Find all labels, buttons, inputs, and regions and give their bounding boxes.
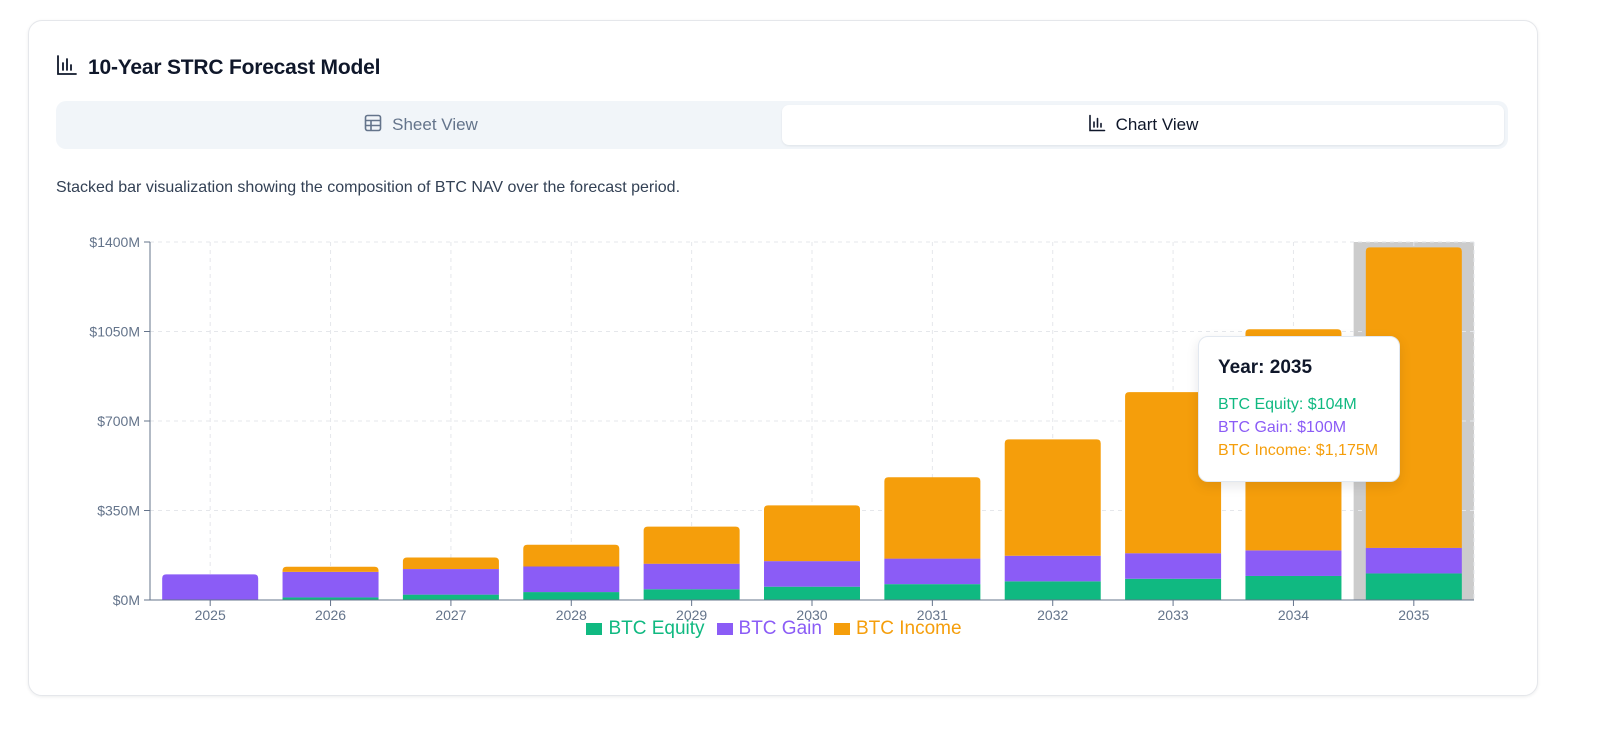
table-icon xyxy=(364,114,382,137)
x-tick-label: 2034 xyxy=(1278,607,1309,623)
card-header: 10-Year STRC Forecast Model xyxy=(56,54,380,81)
x-tick-label: 2026 xyxy=(315,607,346,623)
tab-chart-view-label: Chart View xyxy=(1115,115,1199,134)
bar-btc-equity-2033[interactable] xyxy=(1125,578,1222,600)
bar-btc-equity-2035[interactable] xyxy=(1365,573,1462,600)
bar-btc-income-2028[interactable] xyxy=(523,544,620,567)
legend-label: BTC Income xyxy=(855,618,962,639)
tab-sheet-view-label: Sheet View xyxy=(392,115,478,134)
bar-btc-income-2033[interactable] xyxy=(1125,392,1222,554)
x-tick-label: 2033 xyxy=(1158,607,1189,623)
tooltip-line-income: BTC Income: $1,175M xyxy=(1218,442,1379,459)
x-tick-label: 2035 xyxy=(1398,607,1429,623)
bar-btc-equity-2027[interactable] xyxy=(402,594,499,600)
tab-sheet-view[interactable]: Sheet View xyxy=(60,105,782,145)
bar-btc-income-2026[interactable] xyxy=(282,566,379,572)
x-tick-label: 2030 xyxy=(796,607,827,623)
bar-btc-gain-2034[interactable] xyxy=(1245,550,1342,576)
bar-btc-equity-2034[interactable] xyxy=(1245,575,1342,600)
bar-btc-gain-2032[interactable] xyxy=(1004,555,1101,582)
bar-btc-equity-2030[interactable] xyxy=(764,586,860,600)
tooltip-line-gain: BTC Gain: $100M xyxy=(1218,419,1347,436)
bar-btc-gain-2030[interactable] xyxy=(764,561,860,587)
bar-btc-equity-2028[interactable] xyxy=(523,592,620,600)
bar-btc-income-2027[interactable] xyxy=(402,557,499,570)
legend-swatch xyxy=(716,623,733,635)
y-tick-label: $1400M xyxy=(89,234,140,250)
bar-btc-equity-2031[interactable] xyxy=(884,584,981,600)
bar-chart-icon xyxy=(56,54,78,81)
bar-btc-equity-2032[interactable] xyxy=(1004,581,1101,600)
bar-btc-gain-2027[interactable] xyxy=(402,569,499,595)
tab-chart-view[interactable]: Chart View xyxy=(782,105,1504,145)
bar-btc-gain-2035[interactable] xyxy=(1365,547,1462,574)
bar-btc-gain-2026[interactable] xyxy=(282,571,379,598)
bar-btc-equity-2026[interactable] xyxy=(282,597,379,600)
bar-btc-gain-2028[interactable] xyxy=(523,566,620,593)
legend-item-btc-gain[interactable]: BTC Gain xyxy=(716,618,822,640)
bar-btc-gain-2031[interactable] xyxy=(884,558,981,585)
y-tick-label: $1050M xyxy=(89,324,140,340)
y-tick-label: $0M xyxy=(113,592,140,608)
bar-btc-gain-2025[interactable] xyxy=(162,574,259,600)
chart-tooltip: Year: 2035 BTC Equity: $104M BTC Gain: $… xyxy=(1198,336,1400,482)
x-tick-label: 2031 xyxy=(917,607,948,623)
x-tick-label: 2025 xyxy=(195,607,226,623)
bar-btc-gain-2029[interactable] xyxy=(643,563,740,590)
x-tick-label: 2027 xyxy=(435,607,466,623)
bar-btc-equity-2029[interactable] xyxy=(643,589,740,600)
x-tick-label: 2032 xyxy=(1037,607,1068,623)
bar-chart-icon xyxy=(1088,114,1106,137)
bar-btc-income-2029[interactable] xyxy=(643,526,740,564)
legend-label: BTC Equity xyxy=(608,618,705,639)
bar-btc-income-2031[interactable] xyxy=(884,477,981,559)
page-title: 10-Year STRC Forecast Model xyxy=(88,55,381,79)
view-tabs: Sheet View Chart View xyxy=(56,101,1508,149)
bar-btc-income-2030[interactable] xyxy=(764,505,860,562)
legend-swatch xyxy=(833,623,850,635)
chart-legend: BTC Equity BTC Gain BTC Income xyxy=(0,618,1548,640)
bar-btc-gain-2033[interactable] xyxy=(1125,553,1222,579)
legend-label: BTC Gain xyxy=(738,618,822,639)
bar-btc-income-2032[interactable] xyxy=(1004,439,1101,556)
chart-description: Stacked bar visualization showing the co… xyxy=(56,179,681,196)
y-tick-label: $350M xyxy=(97,503,140,519)
legend-swatch xyxy=(586,623,603,635)
x-tick-label: 2028 xyxy=(556,607,587,623)
tooltip-line-equity: BTC Equity: $104M xyxy=(1218,396,1357,413)
x-tick-label: 2029 xyxy=(676,607,707,623)
legend-item-btc-equity[interactable]: BTC Equity xyxy=(586,618,705,640)
legend-item-btc-income[interactable]: BTC Income xyxy=(833,618,962,640)
tooltip-title: Year: 2035 xyxy=(1218,357,1313,378)
y-tick-label: $700M xyxy=(97,413,140,429)
